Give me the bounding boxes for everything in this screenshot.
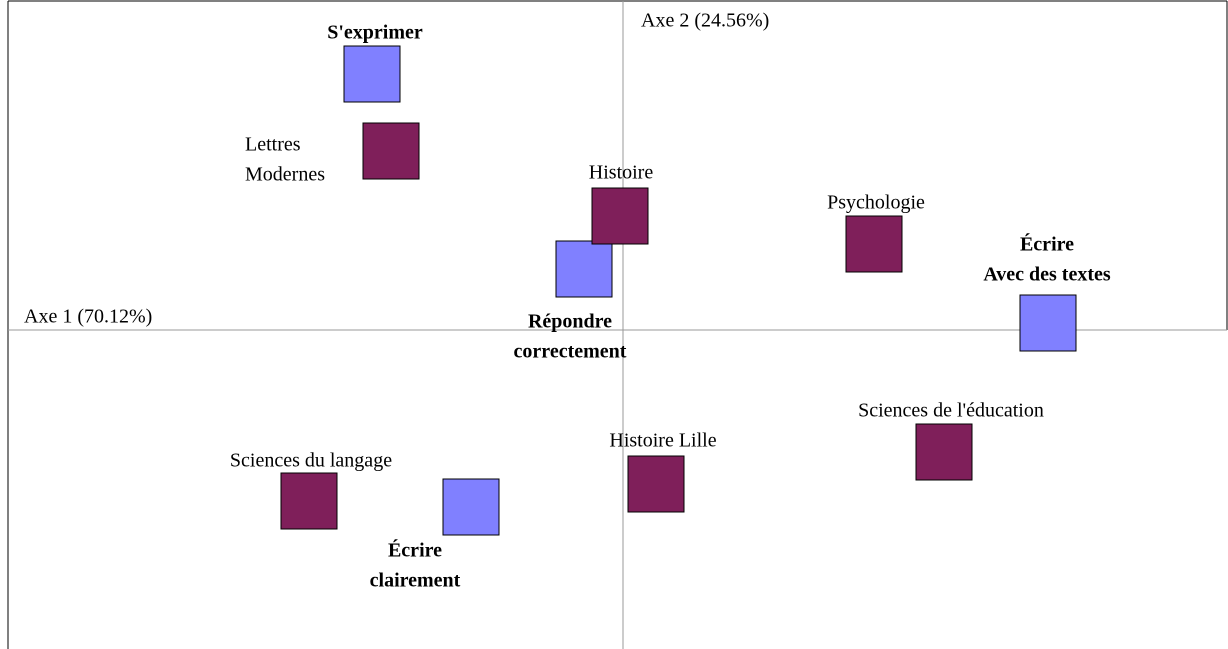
x-axis-label: Axe 1 (70.12%) (24, 306, 152, 328)
point-label: Écrire (1020, 233, 1074, 256)
point (343, 45, 401, 103)
point-label: Sciences du langage (230, 450, 392, 472)
point-label: Écrire (388, 539, 442, 562)
point (627, 455, 685, 513)
point (845, 215, 903, 273)
y-axis-label: Axe 2 (24.56%) (641, 10, 769, 32)
point-label: Lettres (245, 134, 301, 156)
point-label: Sciences de l'éducation (858, 400, 1044, 422)
point-label: Psychologie (827, 192, 925, 214)
point-label: Histoire (589, 162, 654, 184)
point-label: Avec des textes (983, 264, 1111, 286)
point (555, 240, 613, 298)
point (591, 187, 649, 245)
point (915, 423, 973, 481)
point-label: Modernes (245, 164, 325, 186)
point (362, 122, 420, 180)
point (280, 472, 338, 530)
point-label: Histoire Lille (609, 430, 716, 452)
point-label: S'exprimer (327, 22, 423, 44)
point-label: clairement (370, 570, 461, 592)
point (1019, 294, 1077, 352)
point (442, 478, 500, 536)
point-label: correctement (514, 341, 627, 363)
point-label: Répondre (528, 311, 612, 333)
